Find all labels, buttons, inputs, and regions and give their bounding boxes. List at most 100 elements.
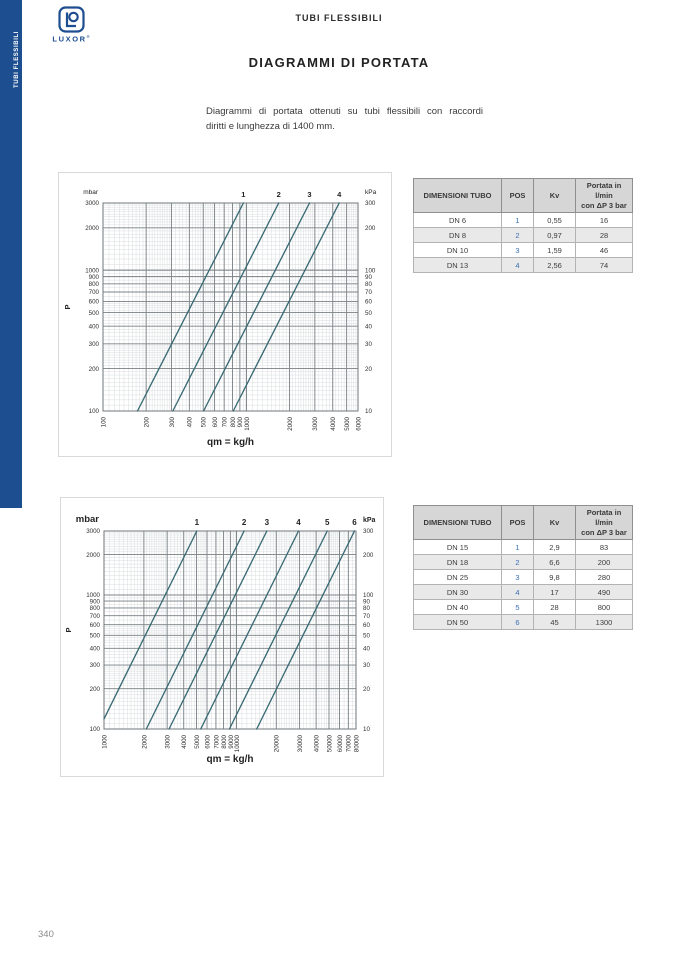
table-cell: 1,59: [533, 242, 576, 259]
brand-logo: LUXOR®: [48, 6, 94, 44]
tick-label: 20: [365, 366, 372, 373]
tick-label: 500: [201, 416, 208, 427]
tick-label: 3000: [85, 200, 99, 207]
tick-label: 2000: [86, 552, 100, 559]
flow-curve: [256, 530, 356, 730]
plot-border: [102, 202, 359, 412]
curve-label: 4: [296, 518, 301, 527]
chart-svg: 1 2 3 4 5 61002003004005006007008009001000200…: [64, 514, 376, 765]
tick-label: 500: [89, 310, 100, 317]
flow-curve: [200, 530, 300, 730]
tick-label: 2000: [85, 225, 99, 232]
tick-label: 30000: [297, 734, 304, 752]
table-cell: 800: [575, 599, 633, 616]
tick-label: 1000: [85, 267, 99, 274]
tick-label: 90: [363, 598, 370, 605]
tick-label: 20: [363, 686, 370, 693]
tick-label: 40000: [314, 734, 321, 752]
flow-curve: [136, 202, 245, 412]
table-cell: 83: [575, 539, 633, 556]
tick-label: 200: [363, 552, 374, 559]
table-cell: 2: [501, 554, 534, 571]
table-cell: 2: [501, 227, 534, 244]
table-cell: 5: [501, 599, 534, 616]
curve-layer: [136, 202, 340, 412]
tick-label: 50: [363, 633, 370, 640]
table-cell: DN 6: [413, 212, 502, 229]
table-cell: DN 50: [413, 614, 502, 631]
table-cell: 16: [575, 212, 633, 229]
flow-curve: [168, 530, 268, 730]
table-cell: 28: [533, 599, 576, 616]
table-cell: DN 15: [413, 539, 502, 556]
tick-label: 80: [365, 281, 372, 288]
sidebar-tab: TUBI FLESSIBILI: [0, 0, 22, 508]
x-axis-label: qm = kg/h: [207, 754, 254, 765]
tick-label: 800: [89, 281, 100, 288]
tick-label: 10: [363, 726, 370, 733]
logo-brand-text: LUXOR: [52, 34, 87, 44]
unit-right-label: kPa: [363, 517, 376, 524]
tick-label: 20000: [274, 734, 281, 752]
table-cell: 490: [575, 584, 633, 601]
table-cell: 45: [533, 614, 576, 631]
table-header-cell: POS: [501, 177, 534, 214]
tick-label: 100: [363, 592, 374, 599]
chart-svg: 1 2 3 4100200300400500600700800900100020003…: [63, 189, 377, 448]
table-cell: 3: [501, 242, 534, 259]
tick-label: 700: [89, 289, 100, 296]
table-header-cell: Kv: [533, 177, 576, 214]
table-row: DN 10 3 1,59 46: [413, 242, 633, 259]
page-title: DIAGRAMMI DI PORTATA: [248, 55, 430, 70]
table-cell: 4: [501, 584, 534, 601]
tick-label: 70: [365, 289, 372, 296]
tick-label: 50000: [326, 734, 333, 752]
table-cell: 6,6: [533, 554, 576, 571]
data-table: DIMENSIONI TUBO POS Kv Portata in l/min con …: [413, 177, 633, 274]
y-axis-label: P: [63, 304, 72, 309]
tick-label: 700: [222, 416, 229, 427]
table-row: DN 8 2 0,97 28: [413, 227, 633, 244]
tick-label: 4000: [330, 416, 337, 430]
tick-label: 1000: [86, 592, 100, 599]
tick-label: 800: [90, 605, 101, 612]
tick-label: 100: [365, 267, 376, 274]
curve-label: 2: [277, 190, 281, 199]
tick-label: 300: [169, 416, 176, 427]
tick-label: 80000: [353, 734, 360, 752]
tick-label: 70: [363, 613, 370, 620]
tick-label: 9000: [228, 734, 235, 748]
tick-label: 70000: [346, 734, 353, 752]
tick-label: 2000: [141, 734, 148, 748]
table-cell: 17: [533, 584, 576, 601]
table-row: DN 25 3 9,8 280: [413, 569, 633, 586]
curve-label: 4: [337, 190, 342, 199]
y-axis-label: P: [64, 627, 73, 632]
tick-label: 90: [365, 274, 372, 281]
tick-label: 400: [187, 416, 194, 427]
flow-chart-small-dn: 1 2 3 4 100 200 300 400 500 600 700 800 900 1000 2000 3…: [58, 172, 392, 457]
flow-chart-large-dn: 1 2 3 4 5 6 100 200 300 400 500 600 700 800 900 1000 200…: [60, 497, 384, 777]
table-row: DN 40 5 28 800: [413, 599, 633, 616]
tick-label: 600: [212, 416, 219, 427]
tick-label: 60: [363, 622, 370, 629]
x-axis-label: qm = kg/h: [207, 437, 254, 448]
tick-label: 400: [90, 645, 101, 652]
tick-label: 3000: [86, 528, 100, 535]
unit-left-label: mbar: [76, 514, 100, 525]
curve-label: 6: [352, 518, 357, 527]
table-cell: DN 8: [413, 227, 502, 244]
table-header-cell: Portata in l/min con ΔP 3 bar: [575, 504, 633, 541]
x-tick-labels: 1000 2000 3000 4000 5000 6000 7000 8000 9000 1000…: [101, 734, 360, 752]
tick-label: 1000: [244, 416, 251, 430]
curve-label: 2: [242, 518, 247, 527]
grid-layer: [102, 202, 359, 412]
tick-label: 10: [365, 408, 372, 415]
data-table: DIMENSIONI TUBO POS Kv Portata in l/min con …: [413, 504, 633, 631]
registered-mark: ®: [86, 34, 90, 39]
table-cell: 1: [501, 212, 534, 229]
table-header-cell: Portata in l/min con ΔP 3 bar: [575, 177, 633, 214]
table-row: DN 50 6 45 1300: [413, 614, 633, 631]
